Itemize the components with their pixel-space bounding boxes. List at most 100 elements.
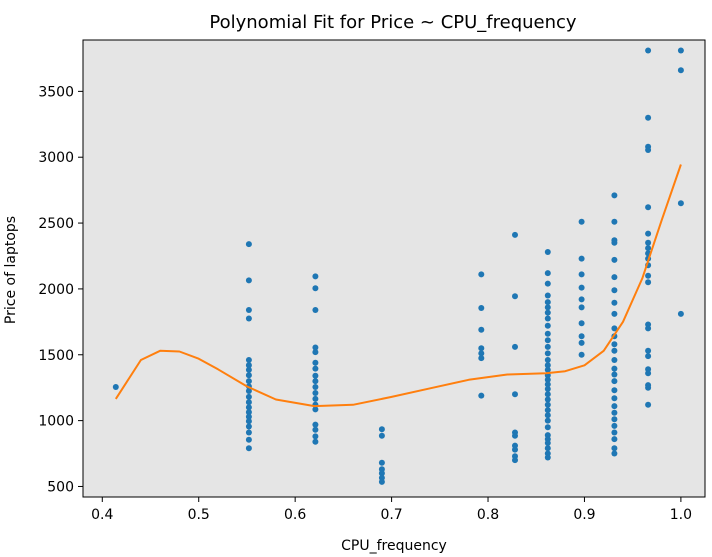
data-point: [312, 273, 319, 280]
data-point: [611, 450, 618, 457]
data-point: [512, 457, 518, 464]
data-point: [611, 256, 618, 263]
data-point: [611, 239, 618, 246]
data-point: [312, 395, 319, 402]
x-tick-label: 0.7: [380, 507, 402, 523]
data-point: [245, 372, 252, 379]
data-point: [677, 47, 684, 54]
data-point: [378, 426, 385, 433]
data-point: [611, 409, 618, 416]
data-point: [478, 355, 485, 362]
data-point: [544, 376, 551, 383]
data-point: [611, 341, 618, 348]
data-point: [544, 362, 551, 369]
data-point: [312, 384, 319, 390]
data-point: [611, 299, 618, 306]
data-point: [611, 310, 618, 317]
data-point: [611, 274, 618, 281]
points-layer: [112, 47, 684, 485]
data-point: [677, 67, 684, 74]
data-point: [645, 47, 652, 54]
data-point: [312, 285, 319, 292]
data-point: [544, 454, 551, 461]
data-point: [578, 255, 585, 262]
data-point: [544, 299, 551, 306]
y-tick-label: 2000: [38, 282, 74, 298]
data-point: [544, 322, 551, 329]
data-point: [544, 280, 551, 287]
data-point: [578, 304, 585, 311]
data-point: [245, 241, 252, 248]
data-point: [645, 279, 652, 286]
data-point: [245, 366, 252, 373]
data-point: [611, 445, 618, 452]
x-axis-label: CPU_frequency: [341, 538, 447, 554]
data-point: [645, 230, 652, 237]
data-point: [611, 387, 618, 394]
data-point: [645, 204, 652, 211]
data-point: [578, 284, 585, 291]
data-point: [645, 347, 652, 354]
data-point: [645, 384, 652, 391]
x-axis: 0.4 0.5 0.6 0.7 0.8 0.9 1.0: [91, 497, 692, 523]
data-point: [544, 309, 551, 316]
data-point: [378, 459, 385, 466]
data-point: [245, 418, 252, 425]
x-tick-label: 0.5: [188, 507, 210, 523]
x-tick-label: 0.6: [284, 507, 306, 523]
data-point: [378, 478, 385, 485]
data-point: [312, 344, 319, 351]
data-point: [245, 277, 252, 284]
data-point: [478, 345, 485, 352]
data-point: [544, 249, 551, 255]
fit-layer: [114, 164, 682, 408]
data-point: [611, 371, 618, 378]
data-point: [578, 271, 585, 278]
data-point: [544, 440, 551, 446]
y-axis: 500 1000 1500 2000 2500 3000 3500: [38, 84, 83, 495]
data-point: [378, 470, 385, 477]
data-point: [245, 388, 252, 394]
data-point: [544, 343, 551, 350]
data-point: [245, 307, 252, 313]
data-point: [578, 333, 585, 340]
data-point: [578, 218, 585, 225]
data-point: [544, 412, 551, 419]
data-point: [677, 310, 684, 317]
data-point: [544, 407, 551, 414]
data-point: [245, 413, 252, 420]
data-point: [578, 296, 585, 303]
data-point: [645, 147, 652, 153]
data-point: [512, 293, 518, 300]
data-point: [245, 404, 252, 411]
y-tick-label: 500: [47, 479, 74, 495]
y-tick-label: 1000: [38, 414, 74, 430]
data-point: [645, 114, 652, 121]
data-point: [578, 320, 585, 327]
data-point: [677, 200, 684, 207]
data-point: [611, 192, 618, 199]
data-point: [611, 395, 618, 402]
x-tick-label: 0.4: [91, 507, 113, 523]
data-point: [478, 392, 485, 399]
x-tick-label: 0.9: [573, 507, 595, 523]
data-point: [245, 357, 252, 363]
data-point: [478, 350, 485, 357]
y-tick-label: 2500: [38, 216, 74, 232]
plot-area: [82, 39, 706, 498]
x-tick-label: 0.8: [477, 507, 499, 523]
data-point: [245, 399, 252, 406]
data-point: [611, 429, 618, 436]
data-point: [544, 304, 551, 311]
polynomial-fit-line: [114, 164, 682, 408]
data-point: [245, 315, 252, 322]
data-point: [645, 272, 652, 279]
data-point: [512, 231, 518, 238]
y-tick-label: 1500: [38, 348, 74, 364]
data-point: [478, 305, 485, 311]
data-point: [312, 390, 319, 396]
data-point: [245, 445, 252, 452]
data-point: [645, 325, 652, 332]
data-point: [611, 287, 618, 294]
data-point: [478, 271, 485, 278]
